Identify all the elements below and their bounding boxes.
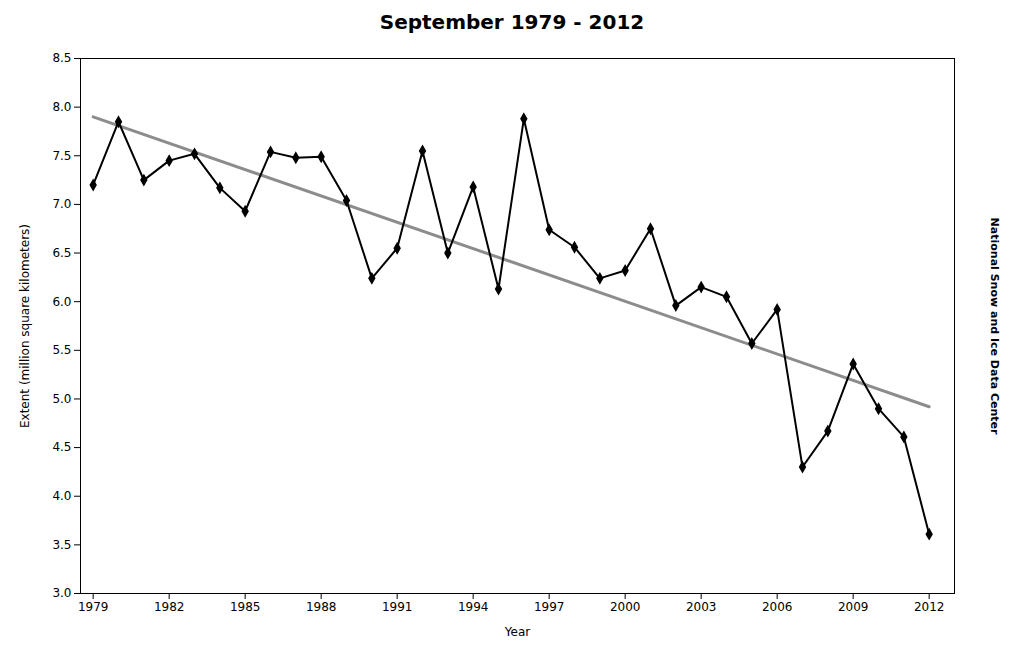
svg-text:2003: 2003 xyxy=(686,600,717,614)
svg-text:5.0: 5.0 xyxy=(52,392,71,406)
svg-text:6.5: 6.5 xyxy=(52,246,71,260)
svg-text:5.5: 5.5 xyxy=(52,343,71,357)
svg-text:2009: 2009 xyxy=(838,600,869,614)
svg-text:8.0: 8.0 xyxy=(52,100,71,114)
svg-text:1997: 1997 xyxy=(534,600,565,614)
svg-text:8.5: 8.5 xyxy=(52,51,71,65)
svg-text:1985: 1985 xyxy=(230,600,261,614)
svg-text:1988: 1988 xyxy=(306,600,337,614)
svg-text:4.5: 4.5 xyxy=(52,440,71,454)
svg-text:3.5: 3.5 xyxy=(52,538,71,552)
svg-text:7.0: 7.0 xyxy=(52,197,71,211)
svg-text:2000: 2000 xyxy=(610,600,641,614)
svg-text:3.0: 3.0 xyxy=(52,586,71,600)
svg-text:1982: 1982 xyxy=(154,600,185,614)
svg-text:2006: 2006 xyxy=(762,600,793,614)
html-text:September 1979 - 2012: September 1979 - 2012 xyxy=(379,10,645,34)
svg-text:7.5: 7.5 xyxy=(52,149,71,163)
svg-text:Extent (million square kilomet: Extent (million square kilometers) xyxy=(18,224,32,428)
svg-text:Year: Year xyxy=(504,625,530,639)
svg-text:1979: 1979 xyxy=(78,600,109,614)
svg-text:2012: 2012 xyxy=(914,600,945,614)
svg-text:4.0: 4.0 xyxy=(52,489,71,503)
svg-text:1994: 1994 xyxy=(458,600,489,614)
svg-text:1991: 1991 xyxy=(382,600,413,614)
svg-text:6.0: 6.0 xyxy=(52,295,71,309)
svg-text:National Snow and Ice Data Cen: National Snow and Ice Data Center xyxy=(988,218,1001,435)
